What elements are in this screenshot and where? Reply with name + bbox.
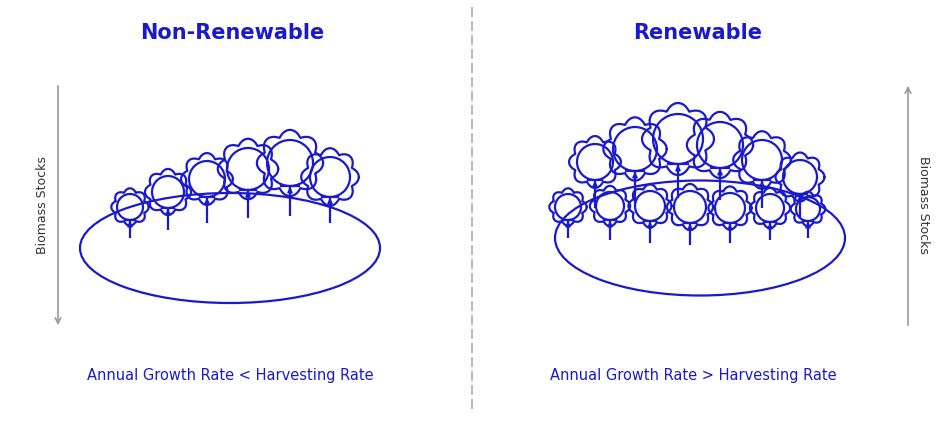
Text: Annual Growth Rate > Harvesting Rate: Annual Growth Rate > Harvesting Rate [549,368,836,382]
Text: Biomass Stocks: Biomass Stocks [37,156,49,254]
Text: Renewable: Renewable [633,23,763,43]
Text: Annual Growth Rate < Harvesting Rate: Annual Growth Rate < Harvesting Rate [87,368,373,382]
Text: Biomass Stocks: Biomass Stocks [918,156,931,254]
Text: Non-Renewable: Non-Renewable [140,23,324,43]
